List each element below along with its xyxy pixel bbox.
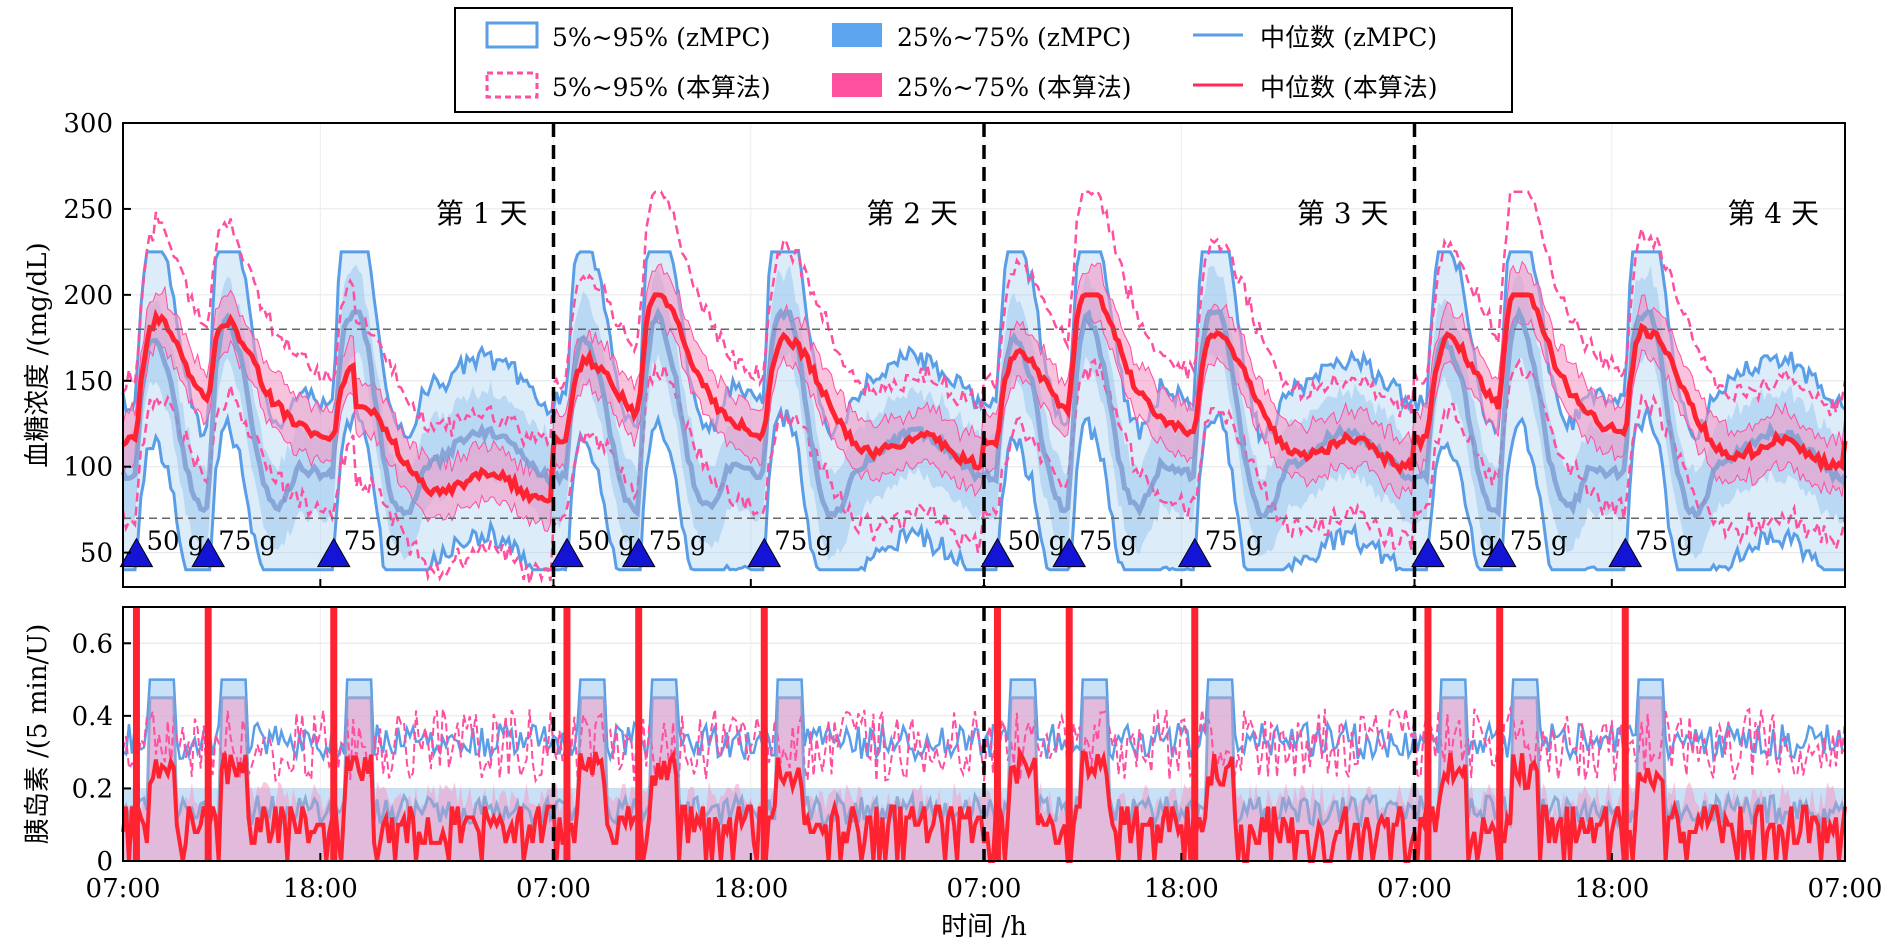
legend-label-median-zmpc: 中位数 (zMPC): [1260, 23, 1437, 52]
meal-amount-label: 75 g: [1205, 527, 1263, 557]
insulin-y-tick-label: 0.4: [72, 702, 113, 732]
legend-label-inner-zmpc: 25%~75% (zMPC): [897, 23, 1131, 52]
meal-amount-label: 75 g: [1079, 527, 1137, 557]
glucose-y-tick-label: 200: [63, 281, 113, 311]
insulin-line-median-alg: [121, 745, 1847, 863]
line-median-zmpc: [120, 306, 1848, 520]
x-tick-label: 07:00: [1808, 874, 1883, 904]
day-label: 第 4 天: [1727, 197, 1819, 230]
day-label: 第 3 天: [1297, 197, 1389, 230]
meal-marker-icon: [747, 537, 782, 568]
x-axis: 07:00 18:00 07:00 18:00 07:00 18:00 07:00 18:00…: [86, 579, 1883, 904]
meal-amount-label: 50 g: [577, 527, 635, 557]
day-label: 第 1 天: [436, 197, 528, 230]
legend: 5%~95% (zMPC) 25%~75% (zMPC) 中位数 (zMPC) …: [454, 7, 1513, 113]
meal-amount-label: 75 g: [774, 527, 832, 557]
meal-marker-icon: [980, 537, 1015, 568]
meal-amount-label: 75 g: [1510, 527, 1568, 557]
line-lower-5-95-alg: [121, 357, 1847, 584]
meal-amount-label: 75 g: [649, 527, 707, 557]
meal-marker-icon: [1052, 537, 1087, 568]
insulin-y-tick-label: 0.6: [72, 629, 113, 659]
glucose-panel: 第 1 天 第 2 天 第 3 天 第 4 天 50 g 75 g 75 g 50 g 75 g…: [23, 109, 1848, 588]
meal-marker-icon: [1177, 537, 1212, 568]
glucose-y-tick-label: 300: [63, 109, 113, 139]
legend-box: [454, 7, 1513, 113]
day-label: 第 2 天: [866, 197, 958, 230]
legend-swatch-outer-alg: [485, 71, 539, 99]
meal-marker-icon: [1482, 537, 1517, 568]
x-tick-label: 18:00: [1574, 874, 1649, 904]
meal-amount-label: 75 g: [218, 527, 276, 557]
meal-amount-label: 50 g: [146, 527, 204, 557]
insulin-y-axis-title: 胰岛素 /(5 min/U): [23, 624, 53, 845]
glucose-y-tick-label: 250: [63, 195, 113, 225]
meal-amount-label: 50 g: [1438, 527, 1496, 557]
glucose-y-axis: 50 100 150 200 250 300: [63, 109, 131, 569]
legend-label-inner-alg: 25%~75% (本算法): [897, 73, 1132, 102]
x-tick-label: 07:00: [86, 874, 161, 904]
insulin-line-5-95-alg: [122, 705, 1846, 784]
meal-amount-label: 75 g: [344, 527, 402, 557]
insulin-panel: 0 0.2 0.4 0.6 胰岛素 /(5 min/U): [23, 606, 1847, 877]
insulin-y-axis: 0 0.2 0.4 0.6: [72, 629, 131, 877]
x-tick-label: 07:00: [516, 874, 591, 904]
meal-marker-icon: [1608, 537, 1643, 568]
line-upper-5-95-zmpc: [121, 250, 1847, 446]
x-tick-label: 18:00: [713, 874, 788, 904]
meal-marker-icon: [191, 537, 226, 568]
meal-marker-icon: [316, 537, 351, 568]
insulin-plot-area: [121, 607, 1847, 863]
meal-marker-icon: [550, 537, 584, 568]
x-tick-label: 18:00: [283, 874, 358, 904]
legend-swatch-inner-alg: [832, 73, 882, 97]
x-tick-label: 18:00: [1144, 874, 1219, 904]
x-axis-title: 时间 /h: [941, 912, 1027, 942]
insulin-y-tick-label: 0.2: [72, 774, 113, 804]
glucose-y-tick-label: 50: [80, 539, 113, 569]
insulin-y-tick-label: 0: [96, 847, 113, 877]
meal-amount-label: 75 g: [1635, 527, 1693, 557]
glucose-plot-area: 第 1 天 第 2 天 第 3 天 第 4 天 50 g 75 g 75 g 50 g 75 g…: [119, 123, 1848, 587]
legend-swatch-outer-zmpc: [485, 21, 539, 49]
meal-marker-icon: [1411, 537, 1445, 568]
glucose-y-axis-title: 血糖浓度 /(mg/dL): [23, 242, 53, 467]
glucose-y-tick-label: 100: [63, 453, 113, 483]
legend-swatch-inner-zmpc: [832, 23, 882, 47]
legend-label-median-alg: 中位数 (本算法): [1260, 73, 1437, 102]
x-tick-label: 07:00: [947, 874, 1022, 904]
meal-amount-label: 50 g: [1007, 527, 1065, 557]
meal-marker-icon: [621, 537, 656, 568]
glucose-y-tick-label: 150: [63, 367, 113, 397]
legend-label-outer-zmpc: 5%~95% (zMPC): [552, 23, 770, 52]
legend-label-outer-alg: 5%~95% (本算法): [552, 73, 771, 102]
x-tick-label: 07:00: [1377, 874, 1452, 904]
